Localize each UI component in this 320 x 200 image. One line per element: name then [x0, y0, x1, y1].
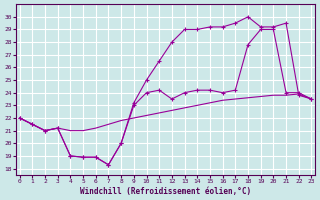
X-axis label: Windchill (Refroidissement éolien,°C): Windchill (Refroidissement éolien,°C): [80, 187, 251, 196]
